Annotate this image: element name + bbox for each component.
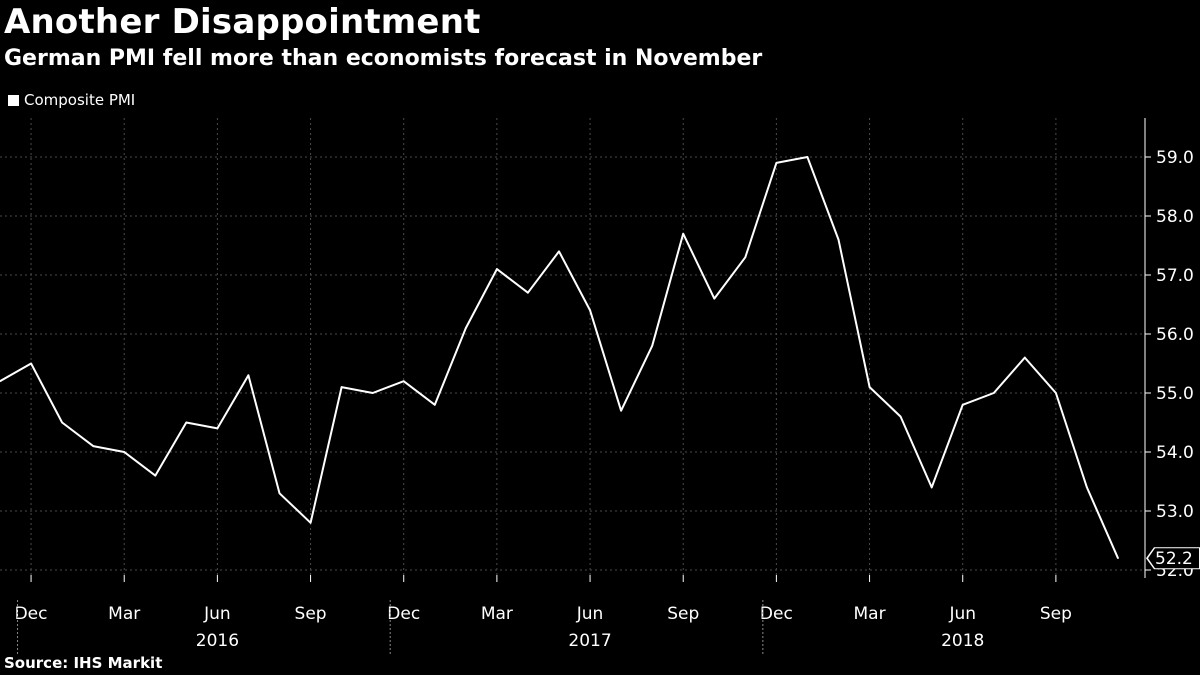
last-value-badge-inner (1148, 548, 1199, 569)
data-point (744, 256, 747, 259)
data-point (651, 345, 653, 347)
data-point (961, 404, 964, 406)
data-point (216, 427, 219, 430)
data-point (868, 386, 871, 388)
data-point (154, 474, 157, 477)
legend-label: Composite PMI (24, 91, 136, 109)
chart-subtitle: German PMI fell more than economists for… (4, 46, 763, 71)
x-tick-label: Mar (854, 604, 886, 624)
data-point (1086, 486, 1088, 489)
data-point (123, 451, 126, 453)
year-label: 2018 (941, 631, 984, 651)
data-point (930, 486, 933, 489)
data-point (247, 374, 250, 377)
x-tick-label: Sep (667, 604, 699, 624)
x-tick-label: Jun (203, 604, 231, 624)
data-point (589, 309, 591, 312)
year-label: 2017 (568, 631, 611, 651)
data-point (30, 362, 32, 365)
data-point (558, 250, 560, 253)
data-point (713, 297, 716, 300)
data-point (185, 421, 188, 424)
y-tick-label: 53.0 (1156, 502, 1194, 522)
y-tick-label: 58.0 (1156, 207, 1194, 227)
last-value-label: 52.2 (1155, 549, 1193, 569)
y-tick-label: 56.0 (1156, 325, 1194, 345)
data-point (682, 232, 685, 235)
y-tick-label: 55.0 (1156, 384, 1194, 404)
data-point (0, 380, 1, 382)
data-point (899, 415, 902, 418)
data-point (806, 156, 809, 158)
x-tick-label: Dec (760, 604, 793, 624)
x-tick-label: Mar (108, 604, 140, 624)
data-point (992, 392, 995, 394)
y-tick-label: 54.0 (1156, 443, 1194, 463)
data-point (465, 327, 467, 329)
x-tick-label: Dec (15, 604, 48, 624)
data-point (402, 380, 405, 383)
data-point (1024, 356, 1026, 359)
data-point (92, 445, 94, 447)
legend-swatch (8, 94, 19, 106)
data-point (61, 421, 63, 424)
data-point (340, 386, 343, 388)
x-tick-label: Dec (387, 604, 420, 624)
year-label: 2016 (196, 631, 239, 651)
source-note: Source: IHS Markit (4, 654, 163, 672)
data-point (775, 162, 778, 164)
data-point (620, 409, 622, 412)
x-tick-label: Jun (576, 604, 604, 624)
data-point (278, 492, 281, 495)
data-point (433, 404, 436, 406)
y-tick-label: 59.0 (1156, 148, 1194, 168)
x-tick-label: Sep (295, 604, 327, 624)
data-point (837, 238, 840, 241)
x-tick-label: Mar (481, 604, 513, 624)
data-point (309, 522, 312, 524)
x-tick-label: Jun (948, 604, 976, 624)
data-point (371, 392, 374, 394)
x-tick-label: Sep (1040, 604, 1072, 624)
data-point (527, 291, 529, 294)
data-point (496, 268, 498, 270)
legend: Composite PMI (8, 91, 135, 109)
series-line-composite-pmi (0, 156, 1119, 559)
data-point (1055, 392, 1057, 394)
data-point (1117, 557, 1119, 559)
y-tick-label: 57.0 (1156, 266, 1194, 286)
chart-title: Another Disappointment (4, 2, 481, 42)
